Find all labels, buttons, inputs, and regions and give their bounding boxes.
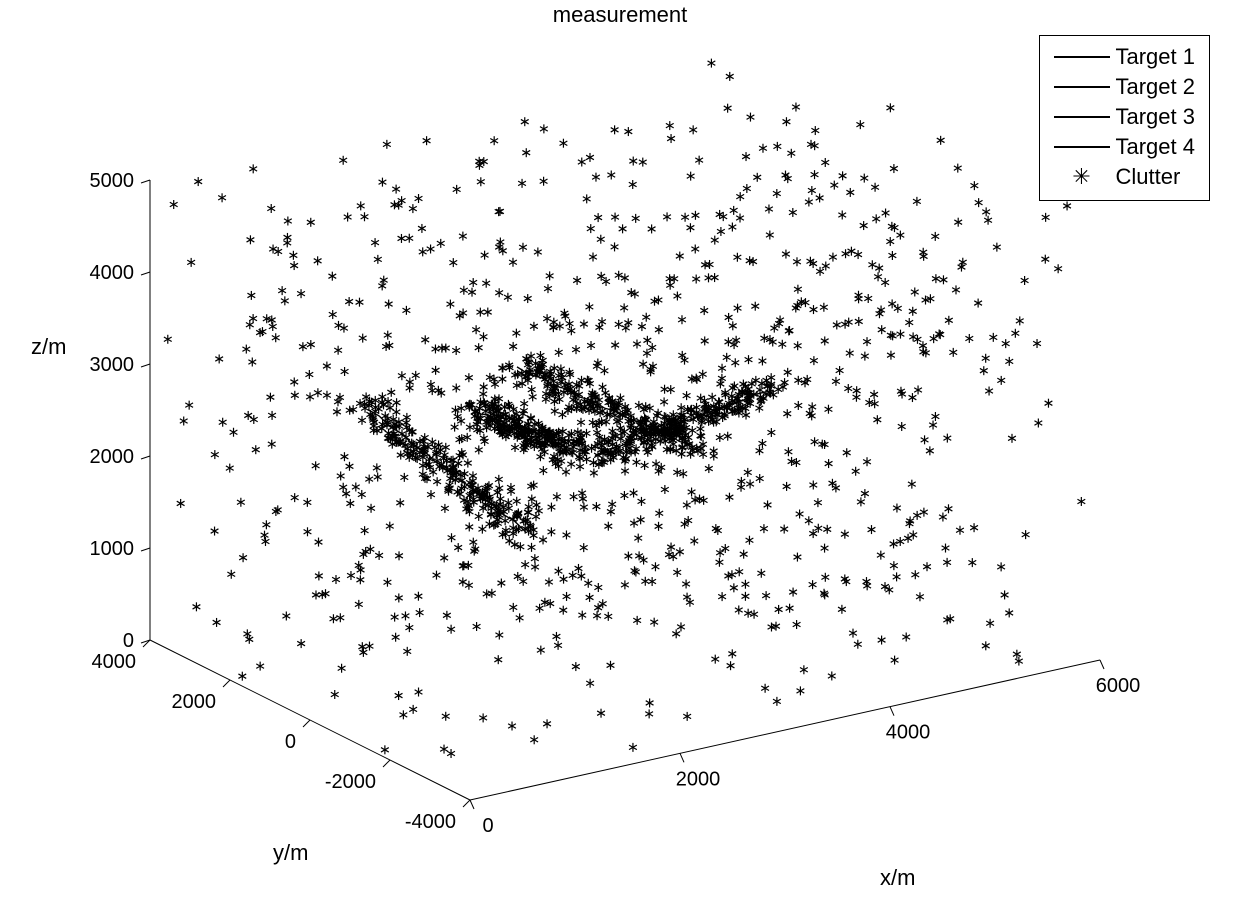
legend-item: Target 1 bbox=[1054, 42, 1196, 72]
legend-item: Target 3 bbox=[1054, 102, 1196, 132]
svg-text:0: 0 bbox=[123, 630, 134, 652]
legend-line-swatch bbox=[1054, 77, 1110, 97]
svg-text:3000: 3000 bbox=[90, 354, 135, 376]
legend-label: Target 1 bbox=[1116, 44, 1196, 70]
svg-text:4000: 4000 bbox=[92, 651, 137, 673]
legend-line-swatch bbox=[1054, 47, 1110, 67]
svg-text:0: 0 bbox=[285, 731, 296, 753]
svg-text:2000: 2000 bbox=[676, 768, 721, 790]
svg-text:0: 0 bbox=[482, 815, 493, 837]
svg-text:4000: 4000 bbox=[886, 722, 931, 744]
svg-text:5000: 5000 bbox=[90, 170, 135, 192]
legend-marker-swatch: ✳ bbox=[1054, 167, 1110, 187]
svg-text:6000: 6000 bbox=[1096, 675, 1141, 697]
legend: Target 1 Target 2 Target 3 Target 4 ✳ Clutter bbox=[1039, 35, 1211, 201]
legend-item: Target 4 bbox=[1054, 132, 1196, 162]
svg-text:2000: 2000 bbox=[172, 691, 217, 713]
x-axis-label: x/m bbox=[880, 865, 915, 891]
svg-text:4000: 4000 bbox=[90, 262, 135, 284]
z-axis-label: z/m bbox=[31, 334, 66, 360]
legend-line-swatch bbox=[1054, 107, 1110, 127]
legend-item: ✳ Clutter bbox=[1054, 162, 1196, 192]
svg-text:-2000: -2000 bbox=[325, 771, 376, 793]
svg-text:2000: 2000 bbox=[90, 446, 135, 468]
legend-label: Clutter bbox=[1116, 164, 1181, 190]
svg-text:-4000: -4000 bbox=[405, 811, 456, 833]
legend-label: Target 3 bbox=[1116, 104, 1196, 130]
legend-label: Target 4 bbox=[1116, 134, 1196, 160]
legend-item: Target 2 bbox=[1054, 72, 1196, 102]
legend-line-swatch bbox=[1054, 137, 1110, 157]
y-axis-label: y/m bbox=[273, 840, 308, 866]
legend-label: Target 2 bbox=[1116, 74, 1196, 100]
svg-text:1000: 1000 bbox=[90, 538, 135, 560]
measurement-3d-plot: measurement 0200040006000-4000-200002000… bbox=[0, 0, 1240, 904]
